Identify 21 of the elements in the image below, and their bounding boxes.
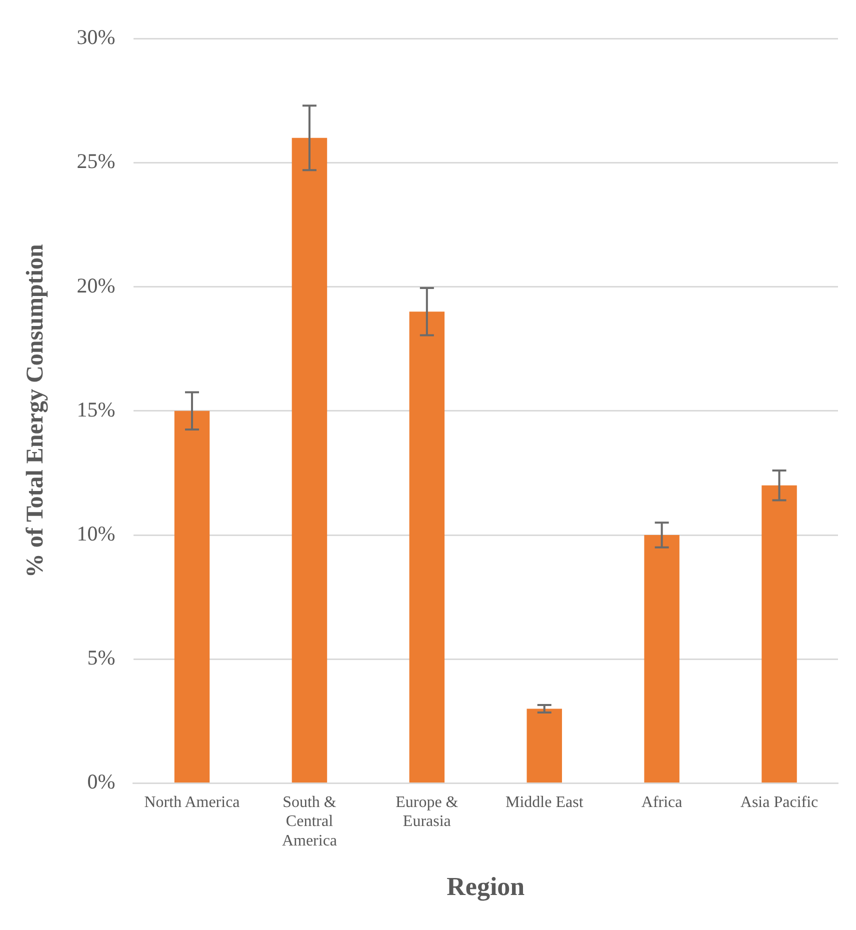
y-tick-label: 30%: [76, 25, 116, 50]
y-tick-label: 25%: [76, 149, 116, 174]
y-tick-label: 15%: [76, 397, 116, 422]
y-tick-label: 5%: [87, 646, 116, 670]
x-tick-label: North America: [144, 794, 240, 812]
bar: [762, 485, 797, 782]
y-tick-label: 20%: [76, 273, 116, 298]
bar: [409, 312, 445, 782]
bar: [292, 138, 328, 782]
bar: [644, 535, 680, 782]
x-tick-label: Europe & Eurasia: [396, 794, 459, 830]
x-tick-label: South & Central America: [282, 794, 338, 850]
x-tick-label: Middle East: [505, 794, 584, 812]
y-tick-label: 10%: [76, 522, 116, 546]
y-tick-label: 0%: [87, 770, 116, 794]
x-axis-title: Region: [446, 872, 526, 902]
y-axis-title: % of Total Energy Consumption: [22, 244, 49, 578]
bar: [174, 410, 210, 782]
x-tick-label: Asia Pacific: [740, 794, 818, 812]
x-tick-label: Africa: [641, 794, 682, 812]
bar: [526, 708, 562, 782]
